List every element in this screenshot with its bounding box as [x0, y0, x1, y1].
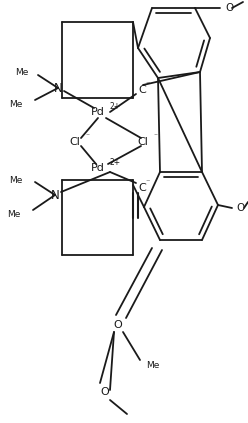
- Text: Pd: Pd: [91, 163, 105, 173]
- Text: Me: Me: [7, 209, 20, 219]
- Text: O: O: [101, 387, 109, 397]
- Text: O: O: [225, 3, 233, 13]
- Text: 2+: 2+: [110, 102, 121, 110]
- Text: O: O: [114, 320, 122, 330]
- Text: Me: Me: [9, 99, 22, 109]
- Text: ⁻: ⁻: [153, 132, 157, 140]
- Text: Me: Me: [146, 360, 159, 370]
- Text: ⁻: ⁻: [145, 178, 149, 187]
- Text: 2+: 2+: [110, 157, 121, 167]
- Text: N: N: [51, 189, 59, 201]
- Text: ⁻: ⁻: [85, 132, 89, 140]
- Text: Cl: Cl: [138, 137, 149, 147]
- Text: Pd: Pd: [91, 107, 105, 117]
- Text: O: O: [236, 203, 244, 213]
- Text: Me: Me: [15, 68, 28, 77]
- Text: Me: Me: [9, 176, 22, 184]
- Text: N: N: [54, 82, 62, 94]
- Text: ⁻: ⁻: [145, 80, 149, 88]
- Text: C: C: [138, 85, 146, 95]
- Text: C: C: [138, 183, 146, 193]
- Text: Cl: Cl: [69, 137, 80, 147]
